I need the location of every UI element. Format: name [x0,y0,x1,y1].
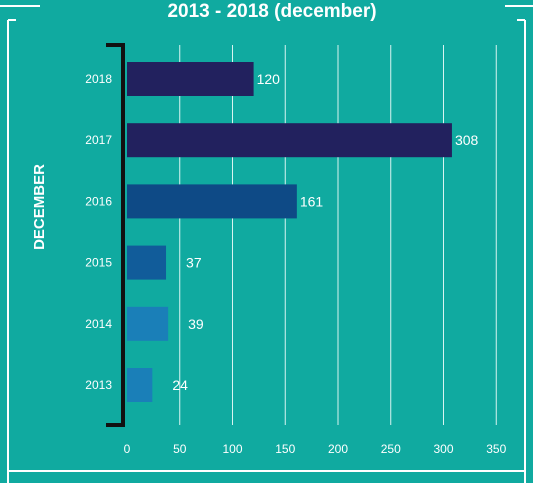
data-label-2017: 308 [455,132,479,148]
gridlines [179,45,497,425]
y-tick-label-2018: 2018 [85,72,112,86]
x-tick-label-0: 0 [124,442,131,456]
axis-bracket [106,43,125,427]
y-tick-label-2014: 2014 [85,317,112,331]
chart-title: 2013 - 2018 (december) [167,1,376,22]
bar-2018 [127,62,254,96]
data-label-2018: 120 [257,71,281,87]
bars [127,62,452,402]
y-tick-label-2013: 2013 [85,378,112,392]
data-label-2016: 161 [300,193,324,209]
chart-frame [0,5,533,483]
data-labels: 120 308 161 37 39 24 [172,71,478,393]
data-label-2015: 37 [186,255,202,271]
y-tick-labels: 2018 2017 2016 2015 2014 2013 [85,72,112,392]
x-tick-label-250: 250 [381,442,401,456]
bar-2013 [127,368,153,402]
bar-2015 [127,245,167,280]
x-tick-label-150: 150 [275,442,295,456]
x-tick-label-200: 200 [328,442,348,456]
y-tick-label-2017: 2017 [85,133,112,147]
y-tick-label-2015: 2015 [85,256,112,270]
x-tick-label-300: 300 [433,442,453,456]
y-tick-label-2016: 2016 [85,194,112,208]
bar-2014 [127,306,169,341]
x-tick-labels: 0 50 100 150 200 250 300 350 [124,442,507,456]
x-tick-label-50: 50 [173,442,187,456]
data-label-2013: 24 [172,377,188,393]
bar-2017 [127,123,452,158]
x-tick-label-100: 100 [222,442,242,456]
x-tick-label-350: 350 [486,442,506,456]
y-axis-label: DECEMBER [31,164,48,250]
bar-2016 [127,184,297,219]
data-label-2014: 39 [188,316,204,332]
